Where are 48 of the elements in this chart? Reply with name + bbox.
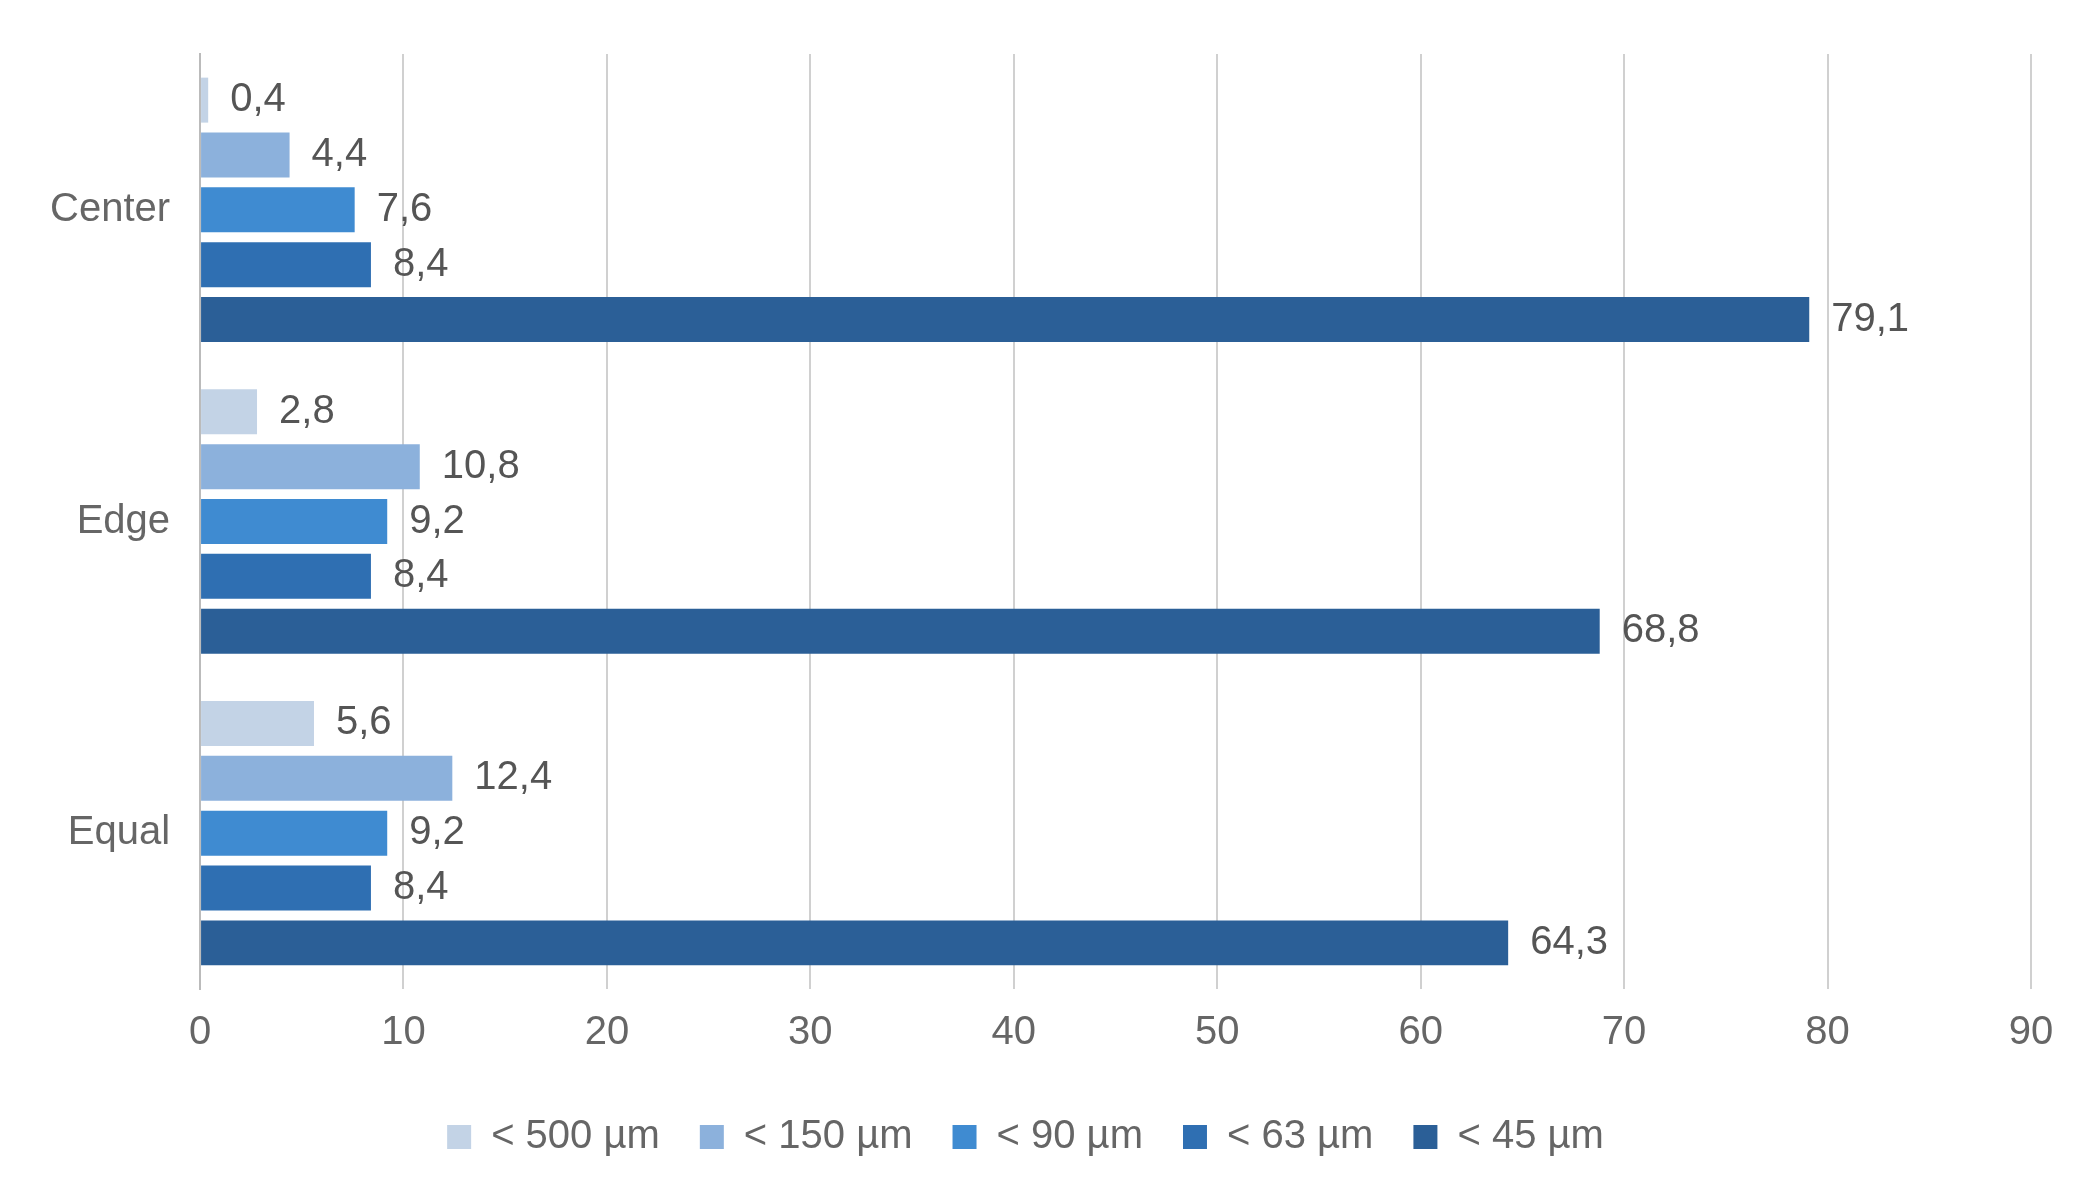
data-label: 79,1 — [1831, 294, 1910, 339]
bar — [201, 499, 388, 544]
x-tick-label: 0 — [188, 1008, 212, 1053]
data-label: 8,4 — [392, 551, 449, 596]
data-label: 64,3 — [1530, 917, 1609, 962]
bar — [201, 132, 290, 178]
bar — [201, 700, 314, 746]
x-tick-label: 20 — [584, 1008, 630, 1053]
y-tick-label: Edge — [76, 496, 171, 541]
data-label: 10,8 — [441, 441, 520, 486]
bar — [201, 865, 371, 911]
bar — [201, 755, 453, 801]
bar — [201, 444, 420, 490]
x-tick-label: 10 — [381, 1008, 426, 1053]
legend-label: < 45 µm — [1457, 1112, 1604, 1157]
data-label: 0,4 — [230, 75, 286, 120]
bar — [201, 389, 258, 435]
data-label: 2,8 — [279, 386, 335, 431]
data-label: 8,4 — [392, 863, 449, 908]
bar — [201, 187, 355, 233]
x-tick-label: 30 — [788, 1008, 833, 1053]
data-label: 68,8 — [1621, 606, 1700, 651]
data-label: 7,6 — [376, 184, 433, 229]
bar — [201, 920, 1509, 966]
x-tick-label: 60 — [1398, 1008, 1443, 1053]
data-label: 12,4 — [474, 753, 553, 798]
legend-label: < 63 µm — [1226, 1112, 1374, 1157]
data-label: 8,4 — [392, 239, 449, 284]
x-tick-label: 50 — [1195, 1008, 1240, 1053]
data-label: 9,2 — [409, 496, 465, 541]
x-tick-label: 80 — [1805, 1008, 1850, 1053]
legend-label: < 150 µm — [743, 1112, 913, 1157]
legend-label: < 500 µm — [491, 1112, 660, 1157]
bar — [201, 242, 371, 288]
legend-label: < 90 µm — [996, 1112, 1143, 1157]
y-tick-label: Center — [50, 184, 171, 229]
x-tick-label: 40 — [991, 1008, 1037, 1053]
bar — [201, 77, 209, 123]
data-label: 4,4 — [311, 130, 368, 175]
bar — [201, 297, 1810, 343]
bar — [201, 608, 1600, 654]
y-tick-label: Equal — [67, 808, 171, 853]
bar — [201, 810, 388, 856]
bar — [201, 553, 371, 599]
x-tick-label: 70 — [1601, 1008, 1647, 1053]
data-label: 5,6 — [335, 698, 392, 743]
x-tick-label: 90 — [2008, 1008, 2054, 1053]
data-label: 9,2 — [409, 808, 465, 853]
